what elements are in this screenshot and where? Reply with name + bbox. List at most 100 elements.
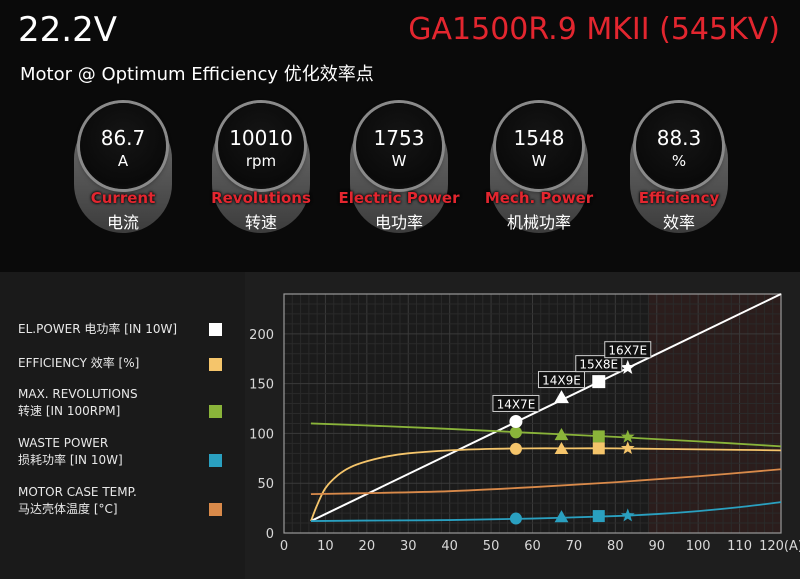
y-tick-label: 200 — [249, 328, 274, 343]
marker-revolutions-16X7E — [620, 429, 635, 443]
marker-el-power-15X8E — [592, 375, 606, 389]
gauge-value: 86.7 — [100, 126, 146, 150]
gauge-disc: 88.3 % — [636, 103, 722, 189]
plot-frame — [283, 293, 782, 534]
legend-swatch-waste-power — [209, 454, 222, 467]
x-tick-label: 10 — [317, 539, 334, 554]
gauge-label-cn: 效率 — [662, 213, 695, 232]
gauge-label-en: Current — [90, 189, 156, 207]
legend-label: MOTOR CASE TEMP. — [18, 485, 137, 499]
marker-el-power-16X7E — [620, 359, 636, 374]
gauge-label-cn: 电功率 — [374, 213, 423, 232]
marker-waste-power-14X9E — [554, 510, 569, 523]
marker-efficiency-14X7E — [509, 442, 522, 455]
marker-waste-power-15X8E — [592, 510, 605, 523]
prop-label-box-14X7E — [492, 394, 540, 412]
gauge-disc: 1548 W — [496, 103, 582, 189]
prop-label-16X7E: 16X7E — [608, 344, 647, 358]
legend-swatch-el-power — [209, 323, 222, 336]
marker-waste-power-14X7E — [509, 512, 522, 525]
gauge-label-en: Mech. Power — [484, 189, 594, 207]
gauge-unit: W — [391, 152, 407, 170]
x-tick-label: 30 — [400, 539, 417, 554]
series-revolutions — [310, 422, 782, 448]
gauge-label-cn: 机械功率 — [506, 213, 571, 232]
marker-el-power-14X9E — [554, 390, 569, 404]
prop-label-14X9E: 14X9E — [542, 374, 581, 388]
gauge-value: 1753 — [373, 126, 425, 150]
performance-chart: 0 10 20 30 40 50 60 70 80 90 100 110 120(A) 0 50 100 150… — [249, 293, 800, 554]
legend-label-sub: 损耗功率 [IN 10W] — [18, 453, 123, 467]
chart-section: EL.POWER 电功率 [IN 10W] EFFICIENCY 效率 [%] … — [0, 272, 800, 579]
model-title: GA1500R.9 MKII (545KV) — [408, 12, 780, 47]
x-tick-label: 0 — [280, 539, 288, 554]
subtitle: Motor @ Optimum Efficiency 优化效率点 — [20, 64, 374, 85]
y-tick-label: 100 — [249, 427, 274, 442]
legend-item-el-power: EL.POWER 电功率 [IN 10W] — [18, 321, 177, 338]
x-tick-label: 80 — [607, 539, 624, 554]
x-tick-label: 90 — [648, 539, 665, 554]
x-tick-label: 50 — [483, 539, 500, 554]
legend-swatch-efficiency — [209, 358, 222, 371]
legend-item-case-temp: MOTOR CASE TEMP. 马达壳体温度 [°C] — [18, 484, 137, 518]
header-panel: 22.2V GA1500R.9 MKII (545KV) Motor @ Opt… — [0, 0, 800, 272]
legend: EL.POWER 电功率 [IN 10W] EFFICIENCY 效率 [%] … — [0, 272, 245, 579]
gauge-electric-power: 1753 W Electric Power 电功率 — [338, 103, 460, 233]
gauge-mech-power: 1548 W Mech. Power 机械功率 — [485, 103, 593, 233]
gauge-revolutions: 10010 rpm Revolutions 转速 — [211, 103, 311, 233]
series-el-power — [310, 293, 782, 522]
gauge-disc: 1753 W — [356, 103, 442, 189]
legend-swatch-case-temp — [209, 503, 222, 516]
gauge-unit: rpm — [245, 152, 277, 170]
y-tick-label: 50 — [257, 477, 274, 492]
voltage-label: 22.2V — [18, 10, 117, 50]
x-tick-label: 60 — [524, 539, 541, 554]
prop-label-15X8E: 15X8E — [579, 358, 618, 372]
legend-label-sub: 马达壳体温度 [°C] — [18, 502, 118, 516]
marker-revolutions-15X8E — [592, 430, 605, 443]
x-tick-label: 100 — [686, 539, 711, 554]
legend-item-revolutions: MAX. REVOLUTIONS 转速 [IN 100RPM] — [18, 386, 138, 420]
gauge-label-en: Efficiency — [638, 189, 720, 207]
x-tick-label: 20 — [359, 539, 376, 554]
legend-label: MAX. REVOLUTIONS — [18, 387, 138, 401]
legend-label: WASTE POWER — [18, 436, 109, 450]
legend-item-efficiency: EFFICIENCY 效率 [%] — [18, 355, 139, 372]
marker-efficiency-14X9E — [554, 441, 569, 455]
marker-el-power-14X7E — [509, 414, 523, 428]
prop-label-box-15X8E — [575, 355, 623, 373]
gauge-label-cn: 电流 — [106, 213, 139, 232]
gauge-unit: % — [671, 152, 687, 170]
gauge-label-en: Revolutions — [211, 189, 311, 207]
gauge-unit: A — [117, 152, 129, 170]
gauge-unit: W — [531, 152, 547, 170]
legend-label: EL.POWER 电功率 [IN 10W] — [18, 322, 178, 336]
gauge-current: 86.7 A Current 电流 — [74, 103, 172, 233]
gauge-value: 88.3 — [656, 126, 702, 150]
x-tick-label: 70 — [566, 539, 583, 554]
legend-swatch-revolutions — [209, 405, 222, 418]
y-tick-label: 150 — [249, 378, 274, 393]
marker-waste-power-16X7E — [620, 508, 635, 522]
gauge-label-en: Electric Power — [338, 189, 460, 207]
marker-efficiency-15X8E — [592, 442, 605, 455]
marker-efficiency-16X7E — [620, 441, 635, 455]
series-efficiency — [310, 447, 782, 522]
gauge-disc: 10010 rpm — [218, 103, 304, 189]
gauge-value: 1548 — [513, 126, 565, 150]
legend-label-sub: 转速 [IN 100RPM] — [18, 404, 121, 418]
prop-label-box-14X9E — [537, 371, 585, 389]
gauge-label-cn: 转速 — [244, 213, 277, 232]
legend-item-waste-power: WASTE POWER 损耗功率 [IN 10W] — [18, 435, 123, 469]
series-case-temp — [310, 468, 782, 496]
gauge-value: 10010 — [229, 126, 293, 150]
y-tick-label: 0 — [266, 527, 274, 542]
gauge-disc: 86.7 A — [80, 103, 166, 189]
x-tick-label: 110 — [727, 539, 752, 554]
gauge-efficiency: 88.3 % Efficiency 效率 — [630, 103, 728, 233]
marker-revolutions-14X9E — [554, 428, 569, 441]
x-tick-label: 40 — [441, 539, 458, 554]
x-tick-label: 120(A) — [759, 539, 800, 554]
legend-label: EFFICIENCY 效率 [%] — [18, 356, 140, 370]
prop-label-14X7E: 14X7E — [497, 397, 536, 411]
